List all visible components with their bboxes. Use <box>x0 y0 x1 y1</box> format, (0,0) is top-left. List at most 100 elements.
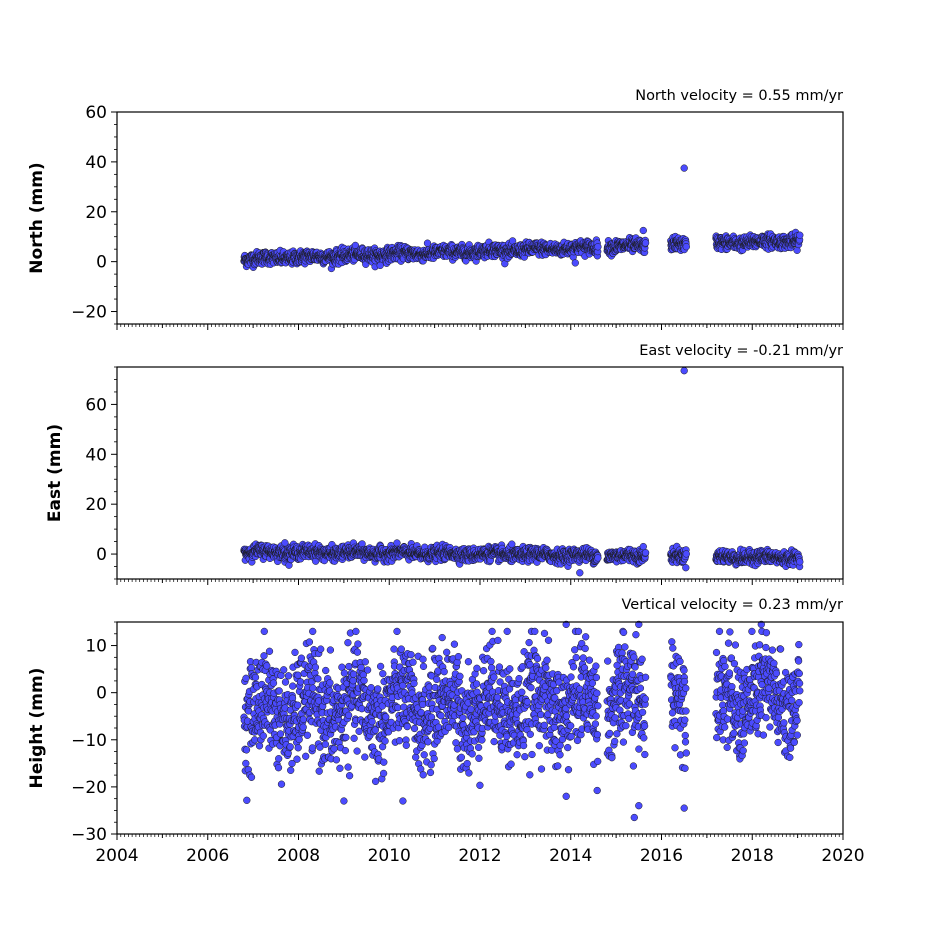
data-point <box>247 664 255 672</box>
data-point <box>321 740 330 748</box>
data-point <box>379 769 388 778</box>
data-point <box>326 679 334 687</box>
y-tick-label: 40 <box>85 153 107 173</box>
data-point <box>393 539 401 547</box>
data-point <box>682 564 690 572</box>
data-point <box>336 764 344 772</box>
data-point <box>594 243 602 251</box>
data-point <box>265 647 274 655</box>
data-point <box>340 669 349 677</box>
data-point <box>260 627 268 636</box>
y-tick-label: 60 <box>85 103 107 123</box>
data-point <box>344 639 352 647</box>
data-point <box>367 684 375 692</box>
data-point <box>299 715 308 723</box>
y-tick-label: 0 <box>96 545 107 565</box>
data-point <box>291 648 299 657</box>
data-point <box>251 736 259 744</box>
outlier-point <box>639 226 647 235</box>
data-point <box>382 713 390 721</box>
data-point <box>423 239 432 247</box>
east-velocity-title: East velocity = -0.21 mm/yr <box>639 343 843 359</box>
data-point <box>308 744 317 752</box>
y-tick-label: 60 <box>85 395 107 415</box>
data-point <box>280 666 288 674</box>
data-point <box>368 718 376 726</box>
data-point <box>326 646 335 654</box>
data-point <box>243 796 251 804</box>
data-point <box>311 663 320 671</box>
data-point <box>269 679 278 687</box>
data-point <box>361 753 369 761</box>
data-point <box>277 780 286 788</box>
data-point <box>294 671 302 679</box>
data-point <box>247 773 256 781</box>
data-point <box>259 732 267 740</box>
data-point <box>242 674 250 682</box>
data-point <box>363 666 372 674</box>
data-point <box>360 676 368 685</box>
height-points <box>240 620 804 822</box>
east-panel: East velocity = -0.21 mm/yr East (mm) 02… <box>45 343 844 585</box>
data-point <box>341 746 350 755</box>
data-point <box>349 677 357 685</box>
data-point <box>305 638 314 646</box>
y-tick-label: 40 <box>85 445 107 465</box>
data-point <box>276 730 285 738</box>
data-point <box>251 673 260 682</box>
data-point <box>332 756 341 764</box>
data-point <box>284 672 293 680</box>
data-point <box>379 670 387 678</box>
data-point <box>295 735 303 744</box>
outlier-point <box>508 540 516 548</box>
data-point <box>361 658 369 666</box>
vertical-velocity-title: Vertical velocity = 0.23 mm/yr <box>622 597 844 613</box>
data-point <box>317 645 325 653</box>
data-point <box>594 554 602 562</box>
data-point <box>353 648 362 656</box>
data-point <box>353 747 361 755</box>
north-axis-label: North (mm) <box>27 162 47 273</box>
north-points <box>240 164 804 273</box>
data-point <box>293 755 301 763</box>
outlier-point <box>376 261 384 270</box>
data-point <box>287 766 295 774</box>
data-point <box>682 243 690 251</box>
data-point <box>260 652 268 660</box>
data-point <box>342 733 350 742</box>
data-point <box>315 767 323 775</box>
outlier-point <box>639 542 647 551</box>
height-panel: Vertical velocity = 0.23 mm/yr Height (m… <box>27 597 865 866</box>
y-tick-label: 20 <box>85 203 107 223</box>
outlier-point <box>680 367 688 375</box>
data-point <box>255 742 264 750</box>
data-point <box>357 663 365 672</box>
data-point <box>286 743 294 751</box>
data-point <box>281 678 290 686</box>
data-point <box>796 231 804 239</box>
data-point <box>309 627 317 636</box>
data-point <box>275 755 283 763</box>
data-point <box>309 684 317 692</box>
north-x-ticks <box>116 324 844 330</box>
data-point <box>345 772 354 780</box>
north-velocity-title: North velocity = 0.55 mm/yr <box>635 88 843 104</box>
data-point <box>242 759 250 768</box>
data-point <box>345 662 353 671</box>
data-point <box>274 764 283 772</box>
north-panel: North velocity = 0.55 mm/yr North (mm) −… <box>27 88 844 330</box>
data-point <box>376 662 385 671</box>
y-tick-label: 0 <box>96 253 107 273</box>
data-point <box>641 549 650 557</box>
data-point <box>299 723 307 731</box>
data-point <box>350 734 358 742</box>
north-plot-frame <box>116 111 844 325</box>
data-point <box>352 627 360 636</box>
data-point <box>275 687 283 695</box>
outlier-point <box>576 569 584 577</box>
data-point <box>303 731 312 739</box>
data-point <box>330 745 338 753</box>
data-point <box>344 763 352 771</box>
